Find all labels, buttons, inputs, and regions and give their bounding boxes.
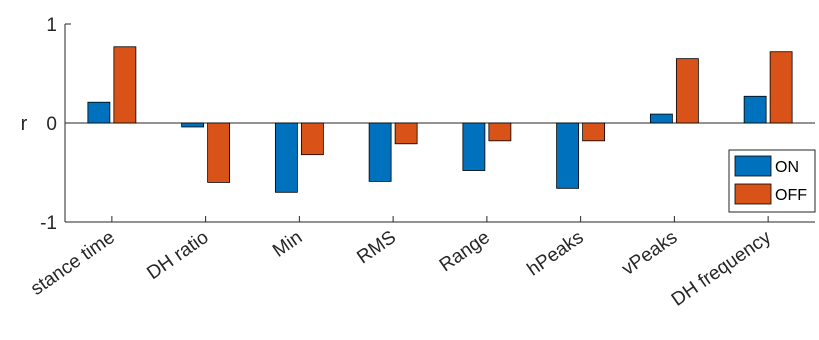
bar-on-vpeaks (649, 113, 673, 124)
bar-off-rms (394, 122, 418, 145)
bar-off-stance-time (113, 46, 137, 124)
legend-swatch-off (734, 183, 772, 205)
bar-on-min (274, 122, 298, 193)
legend-swatch-on (734, 155, 772, 177)
bar-on-rms (368, 122, 392, 182)
x-tick-label: Min (269, 227, 306, 262)
legend: ON OFF (728, 149, 816, 213)
axes (64, 23, 815, 223)
bar-off-min (300, 122, 324, 156)
legend-label-off: OFF (775, 187, 807, 204)
y-axis-label: r (21, 113, 28, 135)
x-tick-label: Range (436, 227, 494, 276)
x-tick-label: DH ratio (143, 227, 212, 284)
x-tick-label: hPeaks (524, 227, 588, 281)
x-tick-label: stance time (27, 227, 119, 300)
x-tick-labels: stance time DH ratio Min RMS Range hPeaks vPea… (27, 227, 775, 311)
bar-off-range (488, 122, 512, 142)
bar-off-dh-frequency (769, 51, 793, 124)
bar-off-vpeaks (675, 58, 699, 124)
bar-on-dh-ratio (181, 122, 205, 128)
y-tick-label: -1 (40, 213, 57, 234)
x-tick-label: DH frequency (668, 227, 776, 311)
bar-on-hpeaks (556, 122, 580, 189)
y-tick-label: 1 (46, 15, 57, 36)
bar-off-dh-ratio (207, 122, 231, 183)
bar-off-hpeaks (582, 122, 606, 142)
bar-on-dh-frequency (743, 95, 767, 124)
bar-on-stance-time (87, 101, 111, 124)
y-tick-labels: -1 0 1 (40, 15, 57, 234)
bars (87, 46, 793, 193)
x-tick-label: RMS (353, 227, 400, 268)
y-tick-label: 0 (46, 114, 57, 135)
x-tick-label: vPeaks (618, 227, 681, 280)
legend-label-on: ON (775, 159, 799, 176)
bar-on-range (462, 122, 486, 171)
